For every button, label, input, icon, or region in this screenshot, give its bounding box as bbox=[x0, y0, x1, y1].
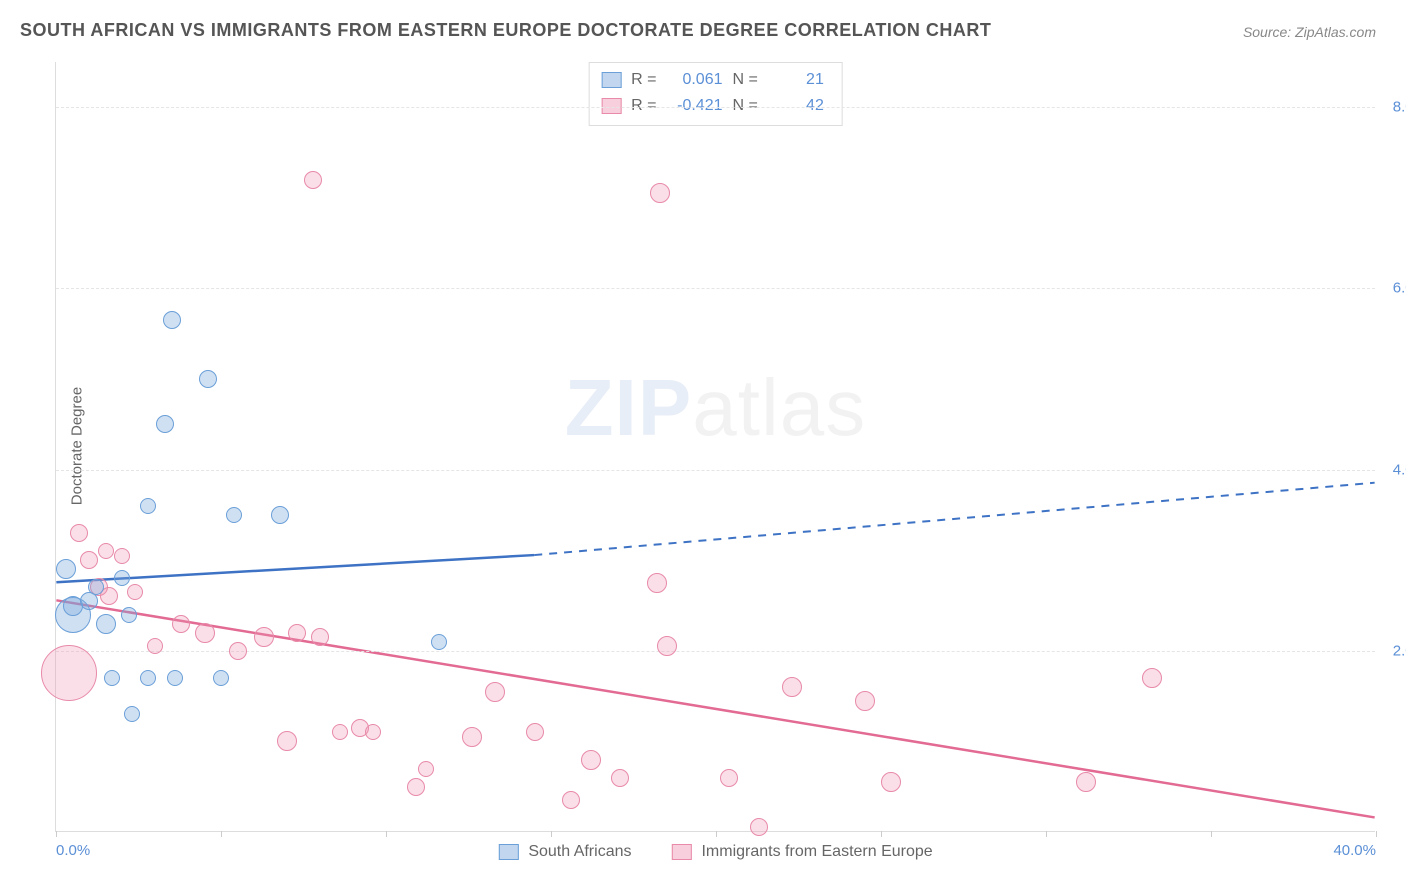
data-point-blue bbox=[271, 506, 289, 524]
data-point-blue bbox=[199, 370, 217, 388]
data-point-blue bbox=[124, 706, 140, 722]
data-point-pink bbox=[332, 724, 348, 740]
data-point-pink bbox=[485, 682, 505, 702]
source-attribution: Source: ZipAtlas.com bbox=[1243, 24, 1376, 40]
data-point-blue bbox=[167, 670, 183, 686]
data-point-pink bbox=[562, 791, 580, 809]
data-point-pink bbox=[127, 584, 143, 600]
r-label: R = bbox=[631, 67, 656, 93]
data-point-pink bbox=[418, 761, 434, 777]
x-tick bbox=[386, 831, 387, 837]
data-point-pink bbox=[277, 731, 297, 751]
data-point-pink bbox=[581, 750, 601, 770]
chart-title: SOUTH AFRICAN VS IMMIGRANTS FROM EASTERN… bbox=[20, 20, 991, 41]
data-point-pink bbox=[855, 691, 875, 711]
x-tick bbox=[56, 831, 57, 837]
n-value-blue: 21 bbox=[768, 67, 824, 93]
data-point-pink bbox=[311, 628, 329, 646]
r-value-blue: 0.061 bbox=[667, 67, 723, 93]
data-point-blue bbox=[226, 507, 242, 523]
data-point-blue bbox=[156, 415, 174, 433]
data-point-blue bbox=[56, 559, 76, 579]
data-point-pink bbox=[70, 524, 88, 542]
r-label: R = bbox=[631, 93, 656, 119]
data-point-pink bbox=[147, 638, 163, 654]
chart-plot-area: ZIPatlas R = 0.061 N = 21 R = -0.421 N =… bbox=[55, 62, 1375, 832]
y-tick-label: 6.0% bbox=[1393, 280, 1406, 297]
data-point-pink bbox=[881, 772, 901, 792]
data-point-blue bbox=[121, 607, 137, 623]
gridline bbox=[56, 651, 1375, 652]
x-tick bbox=[881, 831, 882, 837]
gridline bbox=[56, 288, 1375, 289]
x-tick bbox=[221, 831, 222, 837]
data-point-blue bbox=[431, 634, 447, 650]
data-point-blue bbox=[114, 570, 130, 586]
gridline bbox=[56, 107, 1375, 108]
data-point-blue bbox=[88, 579, 104, 595]
data-point-pink bbox=[1076, 772, 1096, 792]
data-point-pink bbox=[526, 723, 544, 741]
legend-item-blue: South Africans bbox=[498, 843, 631, 861]
data-point-pink bbox=[365, 724, 381, 740]
data-point-pink bbox=[657, 636, 677, 656]
x-tick-label: 40.0% bbox=[1333, 842, 1376, 859]
y-tick-label: 4.0% bbox=[1393, 461, 1406, 478]
x-tick-label: 0.0% bbox=[56, 842, 90, 859]
x-tick bbox=[551, 831, 552, 837]
data-point-pink bbox=[1142, 668, 1162, 688]
legend: South Africans Immigrants from Eastern E… bbox=[498, 843, 932, 861]
data-point-pink bbox=[750, 818, 768, 836]
data-point-pink bbox=[195, 623, 215, 643]
n-label: N = bbox=[733, 93, 758, 119]
swatch-pink bbox=[671, 844, 691, 860]
data-point-pink bbox=[304, 171, 322, 189]
data-point-pink bbox=[172, 615, 190, 633]
data-point-blue bbox=[140, 670, 156, 686]
data-point-blue bbox=[213, 670, 229, 686]
r-value-pink: -0.421 bbox=[667, 93, 723, 119]
data-point-pink bbox=[229, 642, 247, 660]
data-point-pink bbox=[80, 551, 98, 569]
data-point-pink bbox=[650, 183, 670, 203]
data-point-pink bbox=[782, 677, 802, 697]
data-point-blue bbox=[140, 498, 156, 514]
data-point-pink bbox=[462, 727, 482, 747]
data-point-pink bbox=[720, 769, 738, 787]
data-point-pink bbox=[41, 645, 97, 701]
data-point-pink bbox=[611, 769, 629, 787]
data-point-pink bbox=[407, 778, 425, 796]
n-value-pink: 42 bbox=[768, 93, 824, 119]
x-tick bbox=[1046, 831, 1047, 837]
data-point-pink bbox=[98, 543, 114, 559]
data-point-pink bbox=[254, 627, 274, 647]
gridline bbox=[56, 470, 1375, 471]
stats-row-pink: R = -0.421 N = 42 bbox=[601, 93, 824, 119]
legend-item-pink: Immigrants from Eastern Europe bbox=[671, 843, 932, 861]
stats-box: R = 0.061 N = 21 R = -0.421 N = 42 bbox=[588, 62, 843, 126]
n-label: N = bbox=[733, 67, 758, 93]
x-tick bbox=[1211, 831, 1212, 837]
data-point-pink bbox=[114, 548, 130, 564]
legend-label: South Africans bbox=[528, 843, 631, 861]
swatch-pink bbox=[601, 98, 621, 114]
data-point-blue bbox=[104, 670, 120, 686]
regression-lines bbox=[56, 62, 1375, 831]
stats-row-blue: R = 0.061 N = 21 bbox=[601, 67, 824, 93]
data-point-pink bbox=[647, 573, 667, 593]
x-tick bbox=[716, 831, 717, 837]
swatch-blue bbox=[601, 72, 621, 88]
data-point-blue bbox=[163, 311, 181, 329]
x-tick bbox=[1376, 831, 1377, 837]
data-point-blue bbox=[96, 614, 116, 634]
data-point-pink bbox=[288, 624, 306, 642]
swatch-blue bbox=[498, 844, 518, 860]
y-tick-label: 2.0% bbox=[1393, 642, 1406, 659]
y-tick-label: 8.0% bbox=[1393, 99, 1406, 116]
legend-label: Immigrants from Eastern Europe bbox=[701, 843, 932, 861]
